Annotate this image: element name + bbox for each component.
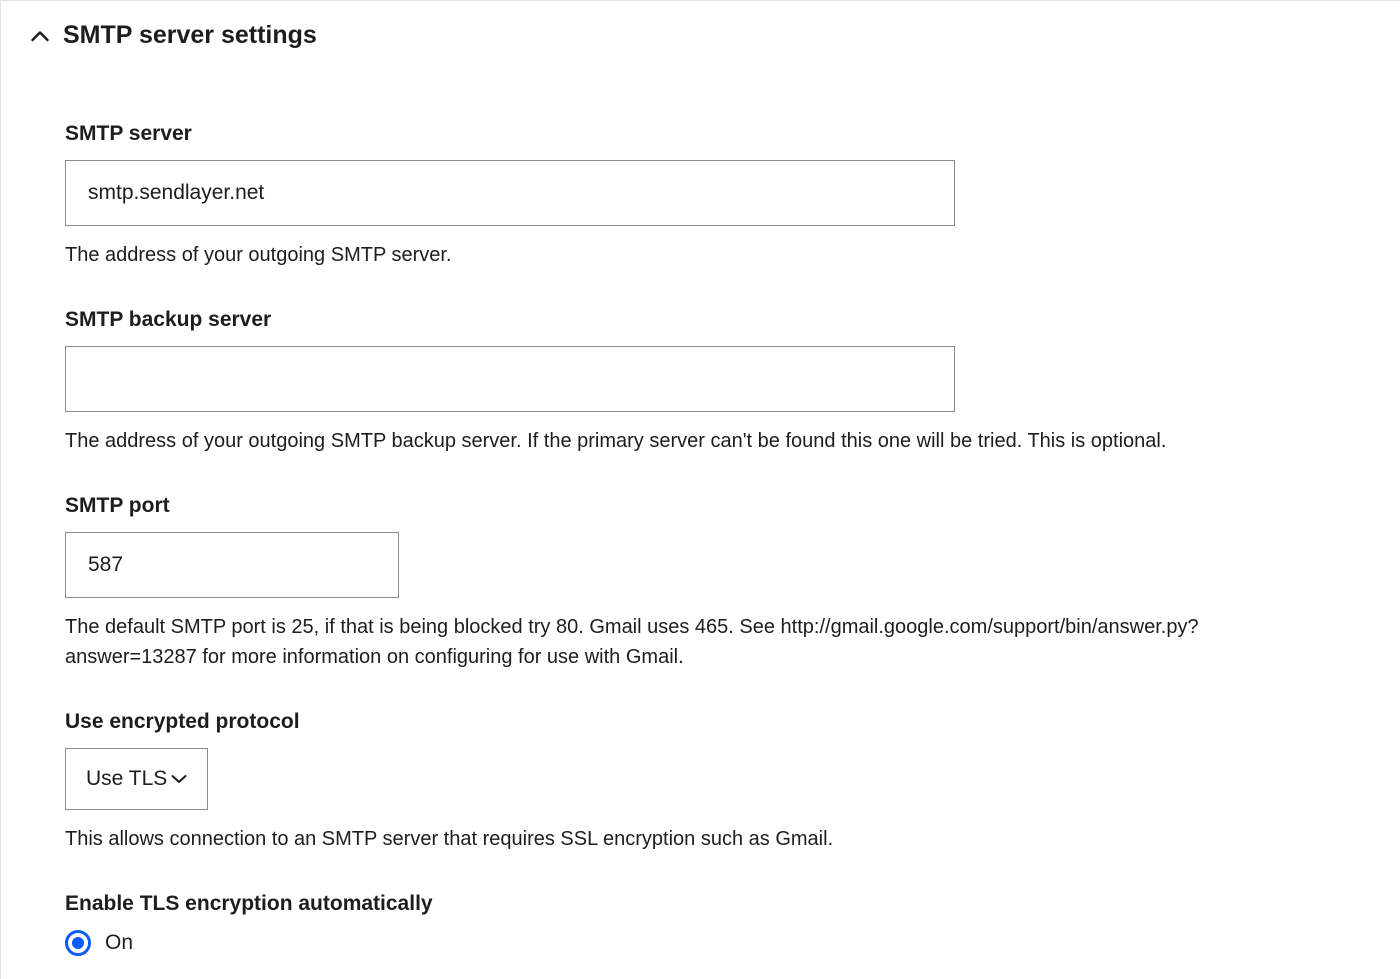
smtp-server-input[interactable] — [65, 160, 955, 226]
section-title: SMTP server settings — [63, 21, 317, 50]
encrypted-protocol-value: Use TLS — [86, 767, 167, 791]
radio-selected-icon — [65, 930, 91, 956]
field-smtp-backup-server: SMTP backup server The address of your o… — [65, 308, 1370, 456]
chevron-down-icon — [171, 771, 187, 787]
field-encrypted-protocol: Use encrypted protocol Use TLS This allo… — [65, 710, 1370, 854]
smtp-server-label: SMTP server — [65, 122, 1370, 146]
section-header[interactable]: SMTP server settings — [31, 21, 1370, 50]
smtp-backup-label: SMTP backup server — [65, 308, 1370, 332]
form-area: SMTP server The address of your outgoing… — [31, 122, 1370, 956]
chevron-up-icon — [31, 27, 49, 45]
encrypted-protocol-label: Use encrypted protocol — [65, 710, 1370, 734]
encrypted-protocol-help: This allows connection to an SMTP server… — [65, 824, 1325, 854]
smtp-backup-input[interactable] — [65, 346, 955, 412]
field-smtp-server: SMTP server The address of your outgoing… — [65, 122, 1370, 270]
smtp-settings-panel: SMTP server settings SMTP server The add… — [0, 0, 1400, 979]
encrypted-protocol-select[interactable]: Use TLS — [65, 748, 208, 810]
smtp-server-help: The address of your outgoing SMTP server… — [65, 240, 1325, 270]
smtp-port-help: The default SMTP port is 25, if that is … — [65, 612, 1325, 672]
enable-tls-auto-label: Enable TLS encryption automatically — [65, 892, 1370, 916]
field-smtp-port: SMTP port The default SMTP port is 25, i… — [65, 494, 1370, 672]
field-enable-tls-auto: Enable TLS encryption automatically On — [65, 892, 1370, 956]
smtp-port-label: SMTP port — [65, 494, 1370, 518]
enable-tls-auto-radio-on[interactable]: On — [65, 930, 1370, 956]
radio-on-label: On — [105, 931, 133, 955]
smtp-port-input[interactable] — [65, 532, 399, 598]
smtp-backup-help: The address of your outgoing SMTP backup… — [65, 426, 1325, 456]
